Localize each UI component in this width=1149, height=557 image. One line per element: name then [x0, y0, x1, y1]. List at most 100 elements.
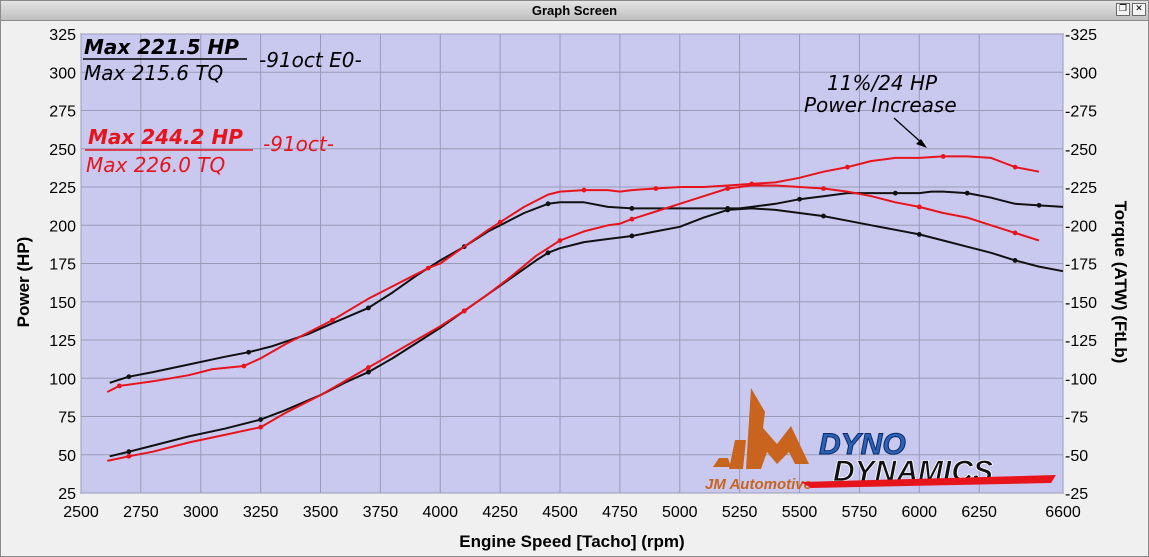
- restore-icon[interactable]: ❐: [1116, 3, 1130, 16]
- modified-tq-label: Max 226.0 TQ: [86, 153, 225, 177]
- y2-tick-label: -300: [1065, 65, 1097, 82]
- y2-tick-label: -100: [1065, 371, 1097, 388]
- series-point-1: [246, 349, 252, 355]
- x-tick-label: 5750: [842, 504, 878, 521]
- y2-tick-labels: -25 -50 -75 -100 -125 -150 -175 -200 -225 -250 -27…: [1065, 27, 1097, 503]
- x-tick-label: 3500: [303, 504, 339, 521]
- grid-lines: [80, 33, 1064, 494]
- series-point-3: [581, 187, 587, 193]
- series-point-2: [366, 369, 371, 375]
- series-line-2: [109, 207, 1064, 458]
- dyno-chart: 2500 2750 3000 3250 3500 3750 4000 4250 4500 4750…: [14, 27, 1130, 551]
- series-point-1: [964, 190, 970, 196]
- baseline-tq-label: Max 215.6 TQ: [84, 61, 223, 85]
- y2-tick-label: -325: [1065, 27, 1097, 44]
- x-tick-labels: 2500 2750 3000 3250 3500 3750 4000 4250 4500 4750…: [63, 504, 1081, 521]
- x-axis-label: Engine Speed [Tacho] (rpm): [459, 532, 684, 551]
- y2-tick-label: -275: [1065, 104, 1097, 121]
- series-point-4: [126, 453, 132, 459]
- series-point-4: [725, 186, 731, 191]
- y-tick-label: 25: [58, 486, 76, 503]
- y2-tick-label: -175: [1065, 257, 1097, 274]
- series-point-1: [366, 305, 371, 311]
- title-bar: Graph Screen ❐ ✕: [1, 1, 1148, 21]
- x-tick-label: 3750: [363, 504, 399, 521]
- baseline-hp-label: Max 221.5 HP: [84, 35, 239, 59]
- series-point-4: [366, 365, 371, 370]
- series-point-2: [545, 250, 551, 256]
- x-tick-label: 2750: [123, 504, 159, 521]
- series-point-4: [461, 308, 467, 314]
- series-point-3: [116, 383, 122, 389]
- y-tick-label: 300: [49, 65, 76, 82]
- y-tick-label: 100: [49, 371, 76, 388]
- x-tick-label: 5250: [722, 504, 758, 521]
- dyno-logo-text: DYNO: [819, 428, 906, 461]
- series-point-3: [497, 219, 503, 225]
- increase-line2: Power Increase: [804, 93, 957, 117]
- series-point-1: [126, 374, 132, 380]
- series-point-3: [330, 317, 335, 323]
- modified-hp-label: Max 244.2 HP: [88, 125, 243, 149]
- series-point-3: [940, 154, 946, 159]
- dyno-dynamics-logo: DYNO DYNAMICS: [801, 428, 1056, 488]
- series-point-3: [653, 186, 659, 191]
- y2-tick-label: -250: [1065, 142, 1097, 159]
- y2-tick-label: -150: [1065, 295, 1097, 312]
- x-tick-label: 6600: [1045, 504, 1081, 521]
- x-tick-label: 4750: [602, 504, 638, 521]
- series-point-1: [892, 190, 898, 196]
- y-tick-label: 325: [49, 27, 76, 44]
- series-point-2: [725, 207, 731, 213]
- series-line-4: [107, 184, 1040, 462]
- y-tick-label: 225: [49, 180, 76, 197]
- x-tick-label: 6250: [961, 504, 997, 521]
- series-point-4: [1012, 230, 1018, 236]
- x-tick-label: 2500: [63, 504, 99, 521]
- x-tick-label: 5500: [782, 504, 818, 521]
- series-point-2: [1012, 258, 1018, 263]
- series-point-2: [916, 232, 922, 237]
- x-tick-label: 5000: [662, 504, 698, 521]
- y-tick-label: 150: [49, 295, 76, 312]
- modified-fuel-label: -91oct-: [263, 132, 334, 156]
- y2-tick-label: -75: [1065, 410, 1088, 427]
- jm-automotive-logo: JM Automotive: [705, 388, 812, 493]
- close-icon[interactable]: ✕: [1132, 3, 1146, 16]
- y2-tick-label: -200: [1065, 218, 1097, 235]
- window-title: Graph Screen: [531, 3, 618, 18]
- x-tick-label: 6000: [901, 504, 937, 521]
- x-tick-label: 3000: [183, 504, 219, 521]
- x-tick-label: 4500: [542, 504, 578, 521]
- series-point-1: [797, 196, 802, 202]
- y-axis-label: Power (HP): [14, 237, 33, 328]
- series-point-2: [629, 233, 635, 239]
- series-point-2: [126, 449, 132, 455]
- y2-tick-label: -25: [1065, 486, 1088, 503]
- y-tick-label: 50: [58, 448, 76, 465]
- y-tick-label: 125: [49, 333, 76, 350]
- y-tick-label: 175: [49, 257, 76, 274]
- series-point-1: [629, 206, 635, 211]
- x-tick-label: 3250: [243, 504, 279, 521]
- series-point-3: [1012, 164, 1018, 170]
- y2-axis-label: Torque (ATW) (FtLb): [1111, 201, 1130, 364]
- y-tick-label: 275: [49, 104, 76, 121]
- y2-tick-label: -225: [1065, 180, 1097, 197]
- series-point-4: [629, 216, 635, 222]
- series-point-4: [916, 204, 922, 210]
- y2-tick-label: -50: [1065, 448, 1088, 465]
- series-point-3: [425, 265, 431, 271]
- series-point-3: [241, 363, 247, 369]
- series-point-1: [1036, 202, 1042, 208]
- baseline-fuel-label: -91oct E0-: [259, 48, 362, 72]
- series-point-1: [545, 201, 551, 207]
- y-tick-label: 250: [49, 142, 76, 159]
- y-tick-label: 200: [49, 218, 76, 235]
- series-point-2: [258, 417, 264, 422]
- series-point-4: [258, 424, 264, 430]
- x-tick-label: 4000: [422, 504, 458, 521]
- series-point-4: [557, 238, 563, 243]
- series-point-3: [845, 164, 850, 170]
